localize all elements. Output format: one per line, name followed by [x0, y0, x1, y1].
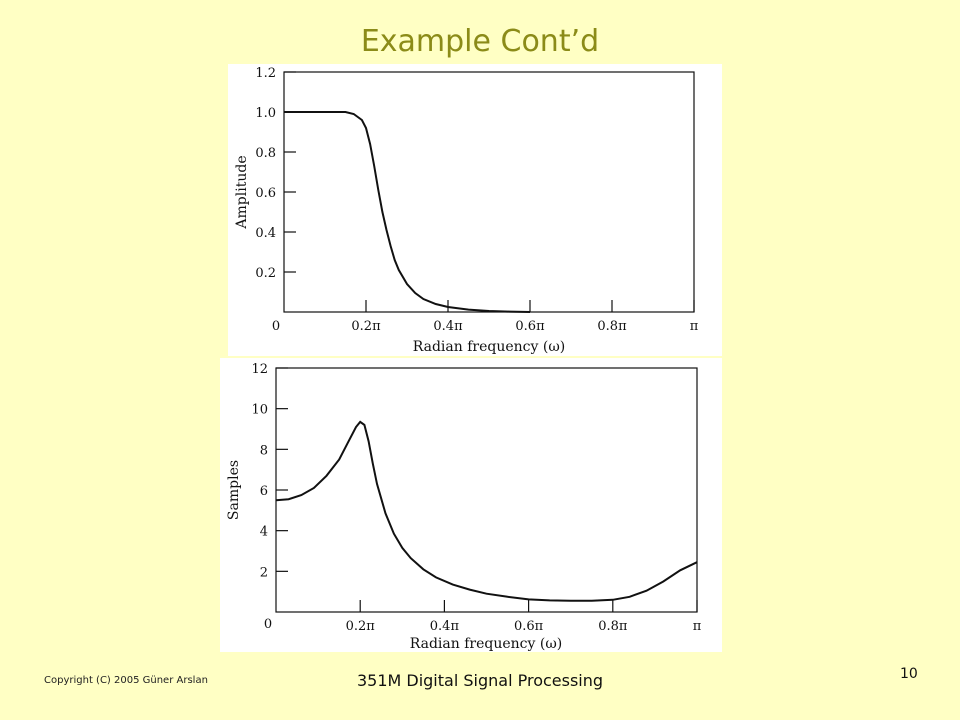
page-number: 10	[900, 666, 918, 682]
y-tick-label: 4	[260, 525, 268, 540]
y-tick-label: 0.8	[255, 146, 276, 161]
x-tick-label: 0.2π	[346, 619, 376, 634]
x-tick-label: 0.6π	[515, 319, 545, 334]
y-tick-label: 0.4	[255, 226, 276, 241]
x-tick-label: 0.2π	[351, 319, 381, 334]
y-tick-label: 1.2	[255, 66, 276, 81]
y-axis-label: Samples	[226, 460, 242, 520]
y-tick-label: 2	[260, 565, 268, 580]
x-tick-label: 0.8π	[597, 319, 627, 334]
amplitude-chart: 0.2 0.4 0.6 0.8 1.0 1.2 0.2π 0.4π 0.6π 0.8π π 0 R…	[228, 64, 722, 356]
samples-chart-svg: 2 4 6 8 10 12 0.2π 0.4π 0.6π 0.8π π 0 Radian freq…	[226, 362, 702, 652]
copyright-text: Copyright (C) 2005 Güner Arslan	[44, 675, 208, 686]
series-line	[284, 111, 531, 313]
x-tick-label: 0.4π	[433, 319, 463, 334]
plot-frame	[275, 367, 698, 613]
samples-chart: 2 4 6 8 10 12 0.2π 0.4π 0.6π 0.8π π 0 Radian freq…	[220, 358, 722, 652]
y-tick-label: 1.0	[255, 106, 276, 121]
y-tick-label: 6	[260, 484, 268, 499]
x-tick-label: 0.6π	[514, 619, 544, 634]
x-axis-label: Radian frequency (ω)	[413, 339, 565, 355]
course-title: 351M Digital Signal Processing	[356, 671, 604, 690]
y-ticks: 0.2 0.4 0.6 0.8 1.0 1.2	[255, 66, 296, 281]
series-line	[275, 420, 698, 602]
x-ticks: 0.2π 0.4π 0.6π 0.8π π	[351, 300, 699, 334]
y-ticks: 2 4 6 8 10 12	[251, 362, 288, 580]
x-tick-label: π	[693, 619, 702, 634]
y-tick-label: 0.2	[255, 266, 276, 281]
plot-frame	[283, 71, 695, 313]
y-tick-label: 10	[251, 403, 268, 418]
x-tick-label: 0.4π	[430, 619, 460, 634]
origin-label: 0	[264, 617, 272, 632]
y-tick-label: 0.6	[255, 186, 276, 201]
y-tick-label: 12	[251, 362, 268, 377]
y-axis-label: Amplitude	[234, 155, 250, 229]
origin-label: 0	[272, 319, 280, 334]
y-tick-label: 8	[260, 443, 268, 458]
x-tick-label: 0.8π	[598, 619, 628, 634]
x-ticks: 0.2π 0.4π 0.6π 0.8π π	[346, 600, 702, 634]
amplitude-chart-svg: 0.2 0.4 0.6 0.8 1.0 1.2 0.2π 0.4π 0.6π 0.8π π 0 R…	[234, 66, 699, 355]
slide-title: Example Cont’d	[360, 24, 600, 59]
x-tick-label: π	[690, 319, 699, 334]
x-axis-label: Radian frequency (ω)	[410, 636, 562, 652]
